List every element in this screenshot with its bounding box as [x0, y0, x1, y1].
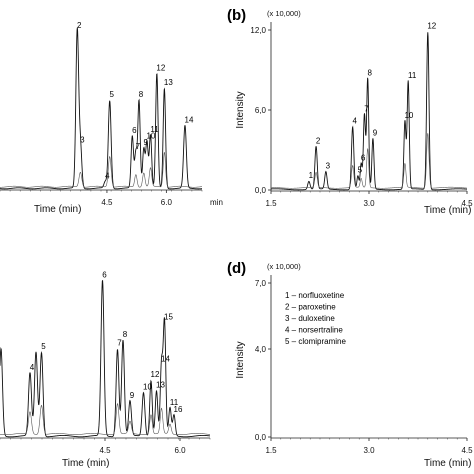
- peak-label: 8: [123, 330, 128, 339]
- peak-label: 2: [77, 21, 82, 30]
- legend-entry: 2 – paroxetine: [285, 303, 336, 312]
- legend: 1 – norfluoxetine 2 – paroxetine 3 – dulox…: [285, 291, 346, 346]
- x-tick-label: 4.5: [101, 198, 113, 207]
- peak-label: 6: [361, 154, 366, 163]
- peak-label: 7: [364, 104, 369, 113]
- peak-label: 12: [427, 22, 436, 31]
- peak-label: 11: [408, 71, 417, 80]
- peak-label: 6: [132, 126, 137, 135]
- peak-label: 8: [367, 68, 372, 77]
- y-tick-label: 6,0: [255, 106, 267, 115]
- peak-label: 4: [352, 116, 357, 125]
- peak-label: 5: [109, 90, 114, 99]
- panel-label: (b): [227, 7, 246, 24]
- peak-label: 14: [161, 354, 170, 363]
- legend-entry: 5 – clomipramine: [285, 337, 346, 346]
- peak-label: 15: [164, 312, 173, 321]
- peak-label: 9: [144, 138, 149, 147]
- x-axis-label: Time (min): [34, 204, 81, 215]
- y-tick-label: 7,0: [255, 279, 267, 288]
- peak-label: 1: [309, 171, 314, 180]
- legend-entry: 1 – norfluoxetine: [285, 291, 345, 300]
- x-tick-label: 4.5: [461, 199, 473, 208]
- peak-label: 9: [373, 128, 378, 137]
- peak-label: 6: [102, 270, 107, 279]
- x-tick-label: 1.5: [265, 199, 277, 208]
- chromatogram-trace: [270, 32, 468, 191]
- y-tick-label: 4,0: [255, 345, 267, 354]
- x-tick-label: 4.5: [99, 446, 111, 455]
- x-axis-label: Time (min): [424, 205, 471, 216]
- x-axis-label: Time (min): [424, 458, 471, 469]
- peak-label: 11: [170, 398, 179, 407]
- y-tick-label: 0,0: [255, 186, 267, 195]
- peak-label: 5: [41, 342, 46, 351]
- peak-label: 13: [164, 78, 173, 87]
- x-tick-label: 6.0: [161, 198, 173, 207]
- panel-label: (d): [227, 260, 246, 277]
- x-tick-label: 6.0: [174, 446, 186, 455]
- peak-label: 4: [30, 363, 35, 372]
- panel-d: 1.5 3.0 4.5 0,0 4,0 7,0 Intensity (x 10,000) (d)…: [227, 260, 473, 469]
- peak-label: 12: [151, 370, 160, 379]
- chromatogram-trace: [0, 403, 211, 436]
- x-tick-label: 3.0: [363, 446, 375, 455]
- peak-label: 12: [156, 64, 165, 73]
- x-tick-label: 1.5: [265, 446, 277, 455]
- chromatogram-trace: [0, 151, 203, 188]
- peak-label: 4: [105, 171, 110, 180]
- peak-label: 10: [146, 131, 155, 140]
- peak-label: 8: [139, 90, 144, 99]
- peak-label: 5: [358, 166, 363, 175]
- peak-label: 10: [143, 382, 152, 391]
- legend-entry: 3 – duloxetine: [285, 314, 335, 323]
- peak-label: 10: [404, 111, 413, 120]
- peak-label: 2: [316, 136, 321, 145]
- peak-label: 13: [156, 381, 165, 390]
- peak-label: 11: [150, 125, 159, 134]
- y-tick-label: 0,0: [255, 433, 267, 442]
- panel-b: 1.5 3.0 4.5 0,0 6,0 12,0 Intensity (x 10,000) (b…: [227, 7, 473, 216]
- legend-entry: 4 – norsertraline: [285, 326, 343, 335]
- peak-label: 3: [80, 135, 85, 144]
- peak-label: 3: [326, 162, 331, 171]
- x-tick-label: 3.0: [363, 199, 375, 208]
- x-axis-label: Time (min): [62, 458, 109, 469]
- peak-label: 7: [136, 142, 141, 151]
- y-axis-label: Intensity: [235, 341, 246, 378]
- y-axis-label: Intensity: [235, 91, 246, 128]
- chromatogram-trace: [0, 27, 203, 190]
- peak-label: 9: [130, 391, 135, 400]
- peak-label: 16: [174, 405, 183, 414]
- y-multiplier-label: (x 10,000): [267, 9, 301, 18]
- x-unit-label: min: [210, 198, 223, 207]
- chromatogram-trace: [0, 280, 211, 438]
- peak-label: 7: [117, 339, 122, 348]
- x-tick-label: 4.5: [461, 446, 473, 455]
- y-multiplier-label: (x 10,000): [267, 262, 301, 271]
- y-tick-label: 12,0: [250, 26, 266, 35]
- peak-label: 14: [185, 115, 194, 124]
- chromatogram-trace: [270, 133, 468, 189]
